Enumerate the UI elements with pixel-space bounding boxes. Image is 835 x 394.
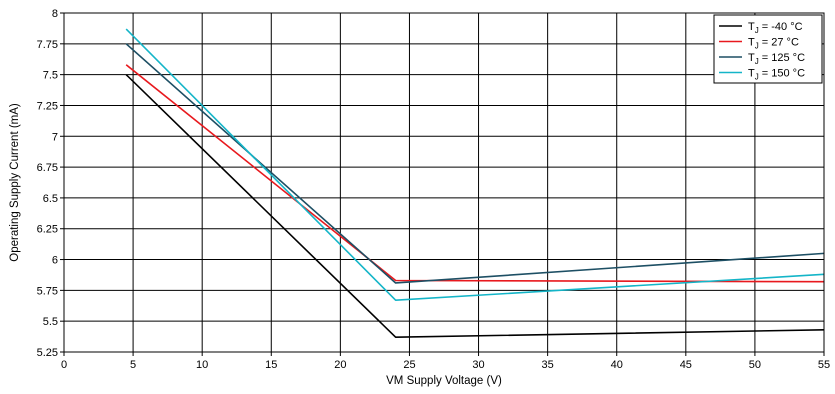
- y-tick-label: 6.5: [43, 193, 58, 205]
- y-tick-label: 7: [52, 131, 58, 143]
- x-axis-label: VM Supply Voltage (V): [386, 375, 502, 387]
- y-tick-label: 7.5: [43, 70, 58, 82]
- y-tick-label: 8: [52, 8, 58, 20]
- y-tick-label: 6.25: [37, 224, 58, 236]
- series-line-4: [125, 28, 825, 302]
- y-tick-label: 7.25: [37, 100, 58, 112]
- y-tick-label: 5.25: [37, 347, 58, 359]
- series-group: [125, 28, 825, 339]
- x-tick-label: 40: [611, 359, 623, 371]
- legend-entry-label: TJ = 27 °C: [748, 37, 799, 51]
- y-tick-label: 5.75: [37, 285, 58, 297]
- legend-entry-label: TJ = 150 °C: [748, 68, 805, 82]
- x-tick-label: 0: [61, 359, 67, 371]
- grid: [64, 13, 824, 352]
- legend-entry-label: TJ = -40 °C: [748, 21, 803, 35]
- x-tick-label: 25: [403, 359, 415, 371]
- y-axis-label: Operating Supply Current (mA): [9, 103, 21, 262]
- y-tick-label: 5.5: [43, 316, 58, 328]
- x-tick-label: 20: [334, 359, 346, 371]
- plot-area-frame: [63, 12, 825, 353]
- y-tick-label: 6: [52, 255, 58, 267]
- y-tick-label: 7.75: [37, 39, 58, 51]
- series-line-1: [125, 74, 825, 339]
- axis-ticks: 0 5 10 15 20 25 30 35 40 45 50 55 5.25 5.5 5.75 6 6.25 6.…: [37, 8, 831, 371]
- y-tick-label: 6.75: [37, 162, 58, 174]
- x-tick-label: 55: [818, 359, 830, 371]
- x-tick-label: 15: [265, 359, 277, 371]
- x-tick-label: 45: [680, 359, 692, 371]
- legend-entry-label: TJ = 125 °C: [748, 52, 805, 66]
- x-tick-label: 30: [472, 359, 484, 371]
- series-line-3: [125, 43, 825, 284]
- series-line-2: [125, 64, 825, 283]
- x-tick-label: 5: [130, 359, 136, 371]
- x-tick-label: 10: [196, 359, 208, 371]
- x-tick-label: 35: [542, 359, 554, 371]
- x-tick-label: 50: [749, 359, 761, 371]
- legend: TJ = -40 °C TJ = 27 °CTJ = 125 °C TJ = 150…: [713, 14, 823, 84]
